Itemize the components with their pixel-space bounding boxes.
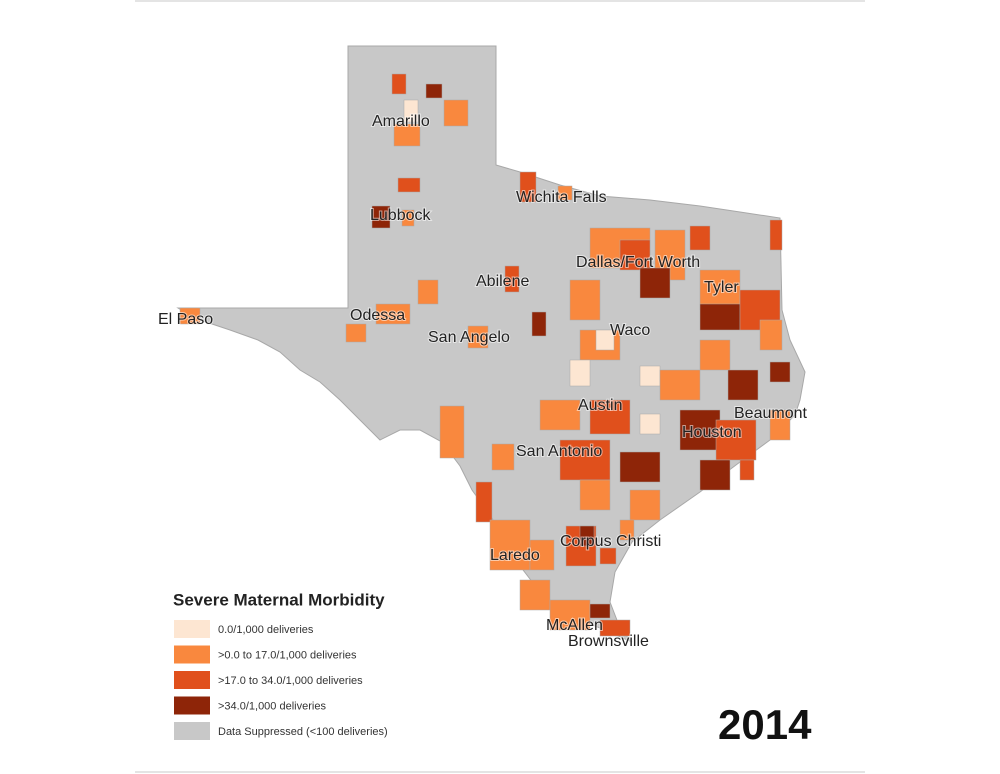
city-label: McAllen	[546, 617, 603, 634]
city-label: Austin	[578, 397, 622, 414]
county-patch	[467, 325, 489, 349]
county-patch	[619, 451, 661, 483]
legend-label: >0.0 to 17.0/1,000 deliveries	[218, 649, 357, 661]
county-patch	[569, 359, 591, 387]
county-patch	[715, 419, 757, 461]
county-patch	[619, 519, 635, 541]
legend-title: Severe Maternal Morbidity	[173, 590, 385, 609]
county-patch	[599, 547, 617, 565]
legend-swatch	[174, 620, 210, 638]
city-label: San Antonio	[516, 443, 602, 460]
city-label: Odessa	[350, 307, 405, 324]
county-patch	[531, 311, 547, 337]
county-patch	[579, 525, 595, 547]
county-patch	[557, 185, 573, 201]
legend-label: 0.0/1,000 deliveries	[218, 624, 314, 636]
legend-label: Data Suppressed (<100 deliveries)	[218, 726, 388, 738]
city-label: San Angelo	[428, 329, 510, 346]
legend-swatch	[174, 671, 210, 689]
city-label: Laredo	[490, 547, 540, 564]
city-label: El Paso	[158, 311, 213, 328]
county-patch	[599, 619, 631, 637]
county-patch	[699, 339, 731, 371]
county-patch	[397, 177, 421, 193]
county-patch	[569, 279, 601, 321]
city-label: Corpus Christi	[560, 533, 661, 550]
county-patch	[401, 209, 415, 227]
county-patch	[639, 413, 661, 435]
city-label: Amarillo	[372, 113, 430, 130]
county-patch	[659, 369, 701, 401]
county-patch	[345, 323, 367, 343]
county-patch	[519, 171, 537, 203]
city-label: Brownsville	[568, 633, 649, 650]
county-patch	[491, 443, 515, 471]
county-patch	[529, 539, 555, 571]
county-patch	[589, 399, 631, 435]
legend-swatch	[174, 722, 210, 740]
legend: 0.0/1,000 deliveries >0.0 to 17.0/1,000 d…	[174, 620, 388, 740]
city-label: Waco	[610, 322, 650, 339]
county-patch	[489, 519, 531, 571]
city-label: Beaumont	[734, 405, 807, 422]
county-patch	[727, 369, 759, 401]
year-label: 2014	[718, 701, 812, 748]
legend-swatch	[174, 696, 210, 715]
county-patch	[759, 319, 783, 351]
county-patch	[769, 219, 783, 251]
city-label: Abilene	[476, 273, 529, 290]
county-patch	[443, 99, 469, 127]
county-patch	[403, 99, 419, 123]
county-patch	[589, 603, 611, 619]
county-patch	[371, 205, 391, 229]
county-patch	[504, 265, 520, 293]
county-patch	[417, 279, 439, 305]
county-patch	[475, 481, 493, 523]
county-patch	[619, 239, 651, 271]
legend-label: >17.0 to 34.0/1,000 deliveries	[218, 675, 363, 687]
county-patch	[689, 225, 711, 251]
county-patch	[539, 399, 581, 431]
city-label: Lubbock	[370, 207, 431, 224]
county-patch	[699, 269, 741, 311]
county-patch	[425, 83, 443, 99]
county-patch	[519, 579, 551, 611]
legend-label: >34.0/1,000 deliveries	[218, 700, 326, 712]
county-patch	[549, 599, 591, 631]
county-patch	[179, 307, 201, 325]
city-label: Dallas/Fort Worth	[576, 254, 700, 271]
city-label: Tyler	[704, 279, 739, 296]
county-patch	[679, 409, 721, 451]
county-patch	[769, 409, 791, 441]
county-patch	[393, 123, 421, 147]
county-patch	[559, 439, 611, 481]
county-patch	[439, 405, 465, 459]
city-label: Wichita Falls	[516, 189, 607, 206]
county-patch	[699, 459, 731, 491]
county-patch	[595, 329, 615, 351]
county-patch	[375, 303, 411, 325]
county-patch	[391, 73, 407, 95]
legend-swatch	[174, 645, 210, 664]
county-patch	[579, 479, 611, 511]
county-patch	[699, 303, 741, 331]
city-labels: Amarillo Lubbock Wichita Falls Dallas/Fort …	[157, 112, 808, 651]
county-patch	[639, 365, 661, 387]
county-patches	[179, 73, 791, 637]
city-label: Houston	[682, 424, 742, 441]
county-patch	[739, 459, 755, 481]
county-patch	[629, 489, 661, 521]
county-patch	[639, 267, 671, 299]
county-patch	[769, 361, 791, 383]
